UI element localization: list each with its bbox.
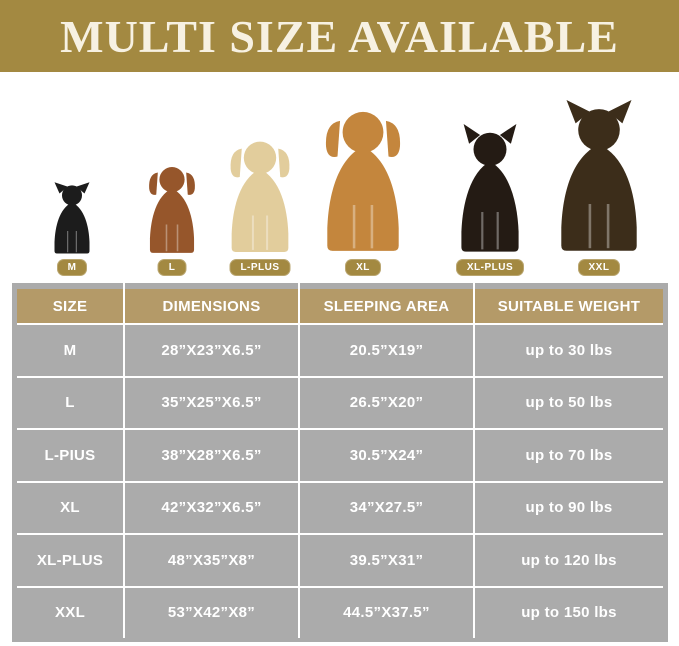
- cell-dimensions: 35”X25”X6.5”: [125, 377, 298, 428]
- cell-dimensions: 48”X35”X8”: [125, 535, 298, 586]
- cell-dimensions: 38”X28”X6.5”: [125, 430, 298, 481]
- cell-size: XL-PLUS: [17, 535, 123, 586]
- cell-sleeping-area: 20.5”X19”: [300, 325, 473, 376]
- dog-size-lineup: M L L-PLUS: [0, 72, 679, 280]
- cell-sleeping-area: 26.5”X20”: [300, 377, 473, 428]
- cream-golden-retriever-image: [230, 141, 290, 252]
- cell-suitable-weight: up to 70 lbs: [475, 430, 663, 481]
- cell-sleeping-area: 39.5”X31”: [300, 535, 473, 586]
- golden-retriever-image: [325, 111, 401, 251]
- dog-group-l: L: [141, 161, 204, 276]
- cell-dimensions: 53”X42”X8”: [125, 587, 298, 638]
- cell-suitable-weight: up to 150 lbs: [475, 587, 663, 638]
- cell-suitable-weight: up to 50 lbs: [475, 377, 663, 428]
- column-header-suitable-weight: SUITABLE WEIGHT: [475, 283, 663, 323]
- german-shepherd-image: [561, 100, 637, 251]
- cell-dimensions: 28”X23”X6.5”: [125, 325, 298, 376]
- cell-sleeping-area: 30.5”X24”: [300, 430, 473, 481]
- size-badge-xl-plus: XL-PLUS: [455, 259, 525, 276]
- cell-size: M: [17, 325, 123, 376]
- dog-group-m: M: [47, 180, 97, 276]
- cell-suitable-weight: up to 90 lbs: [475, 482, 663, 533]
- size-table: SIZE DIMENSIONS SLEEPING AREA SUITABLE W…: [12, 283, 668, 642]
- cell-suitable-weight: up to 120 lbs: [475, 535, 663, 586]
- french-bulldog-image: [54, 182, 90, 254]
- size-badge-xxl: XXL: [577, 259, 621, 276]
- cell-size: XL: [17, 482, 123, 533]
- cell-dimensions: 42”X32”X6.5”: [125, 482, 298, 533]
- cell-sleeping-area: 44.5”X37.5”: [300, 587, 473, 638]
- page-title: MULTI SIZE AVAILABLE: [60, 10, 619, 62]
- size-badge-m: M: [56, 259, 88, 276]
- column-header-dimensions: DIMENSIONS: [125, 283, 298, 323]
- cell-size: L: [17, 377, 123, 428]
- size-badge-xl: XL: [345, 259, 381, 276]
- size-table-grid: SIZE DIMENSIONS SLEEPING AREA SUITABLE W…: [17, 283, 663, 638]
- beagle-image: [149, 167, 195, 253]
- dog-group-xxl: XXL: [547, 98, 651, 276]
- cell-size: XXL: [17, 587, 123, 638]
- size-badge-l: L: [157, 259, 187, 276]
- dog-group-l-plus: L-PLUS: [220, 134, 301, 276]
- dog-group-xl: XL: [312, 102, 414, 276]
- dog-group-xl-plus: XL-PLUS: [446, 122, 534, 276]
- cell-size: L-PIUS: [17, 430, 123, 481]
- cell-suitable-weight: up to 30 lbs: [475, 325, 663, 376]
- doberman-image: [461, 124, 519, 252]
- size-badge-l-plus: L-PLUS: [229, 259, 291, 276]
- column-header-sleeping-area: SLEEPING AREA: [300, 283, 473, 323]
- cell-sleeping-area: 34”X27.5”: [300, 482, 473, 533]
- title-banner: MULTI SIZE AVAILABLE: [0, 0, 679, 72]
- column-header-size: SIZE: [17, 283, 123, 323]
